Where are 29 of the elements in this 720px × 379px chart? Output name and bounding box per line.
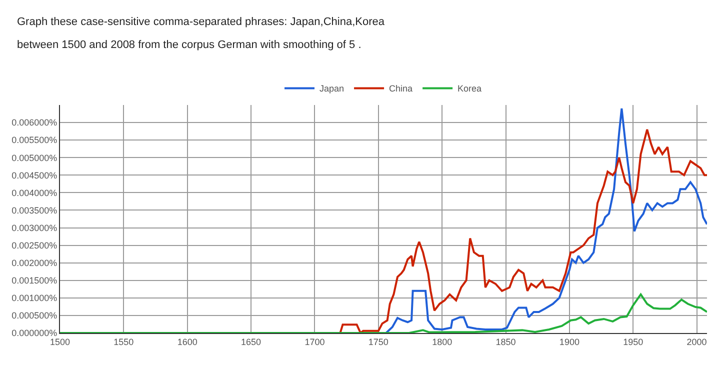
- x-tick-label: 1950: [623, 336, 644, 347]
- y-tick-label: 0.001500%: [12, 276, 58, 286]
- y-tick-label: 0.004000%: [12, 188, 58, 198]
- y-tick-label: 0.002500%: [12, 240, 58, 250]
- y-tick-label: 0.005000%: [12, 152, 58, 163]
- x-tick-label: 1850: [496, 336, 516, 347]
- x-tick-label: 1750: [368, 336, 388, 347]
- x-tick-label: 1800: [432, 336, 452, 347]
- y-tick-label: 0.005500%: [12, 135, 58, 146]
- legend-label: China: [389, 84, 413, 94]
- x-tick-label: 1500: [50, 336, 70, 347]
- y-tick-label: 0.000000%: [12, 328, 58, 338]
- text: Graph these case-sensitive comma-separated phrases: Japan,China,Korea: [17, 16, 386, 28]
- y-tick-label: 0.003000%: [12, 222, 58, 233]
- text: between 1500 and 2008 from the corpus German with smoothing of 5 .: [17, 39, 362, 51]
- legend-label: Japan: [320, 84, 344, 94]
- y-tick-label: 0.003500%: [12, 205, 58, 216]
- y-tick-label: 0.006000%: [12, 118, 58, 128]
- y-tick-label: 0.002000%: [12, 258, 58, 268]
- x-tick-label: 1650: [241, 336, 262, 347]
- legend-label: Korea: [458, 84, 482, 94]
- y-tick-label: 0.004500%: [12, 170, 58, 180]
- y-tick-label: 0.001000%: [12, 293, 58, 304]
- x-tick-label: 1900: [559, 336, 580, 347]
- y-tick-label: 0.000500%: [12, 310, 58, 321]
- x-tick-label: 1700: [304, 336, 325, 347]
- x-tick-label: 2000: [686, 336, 707, 347]
- x-tick-label: 1550: [114, 336, 134, 347]
- x-tick-label: 1600: [177, 336, 198, 347]
